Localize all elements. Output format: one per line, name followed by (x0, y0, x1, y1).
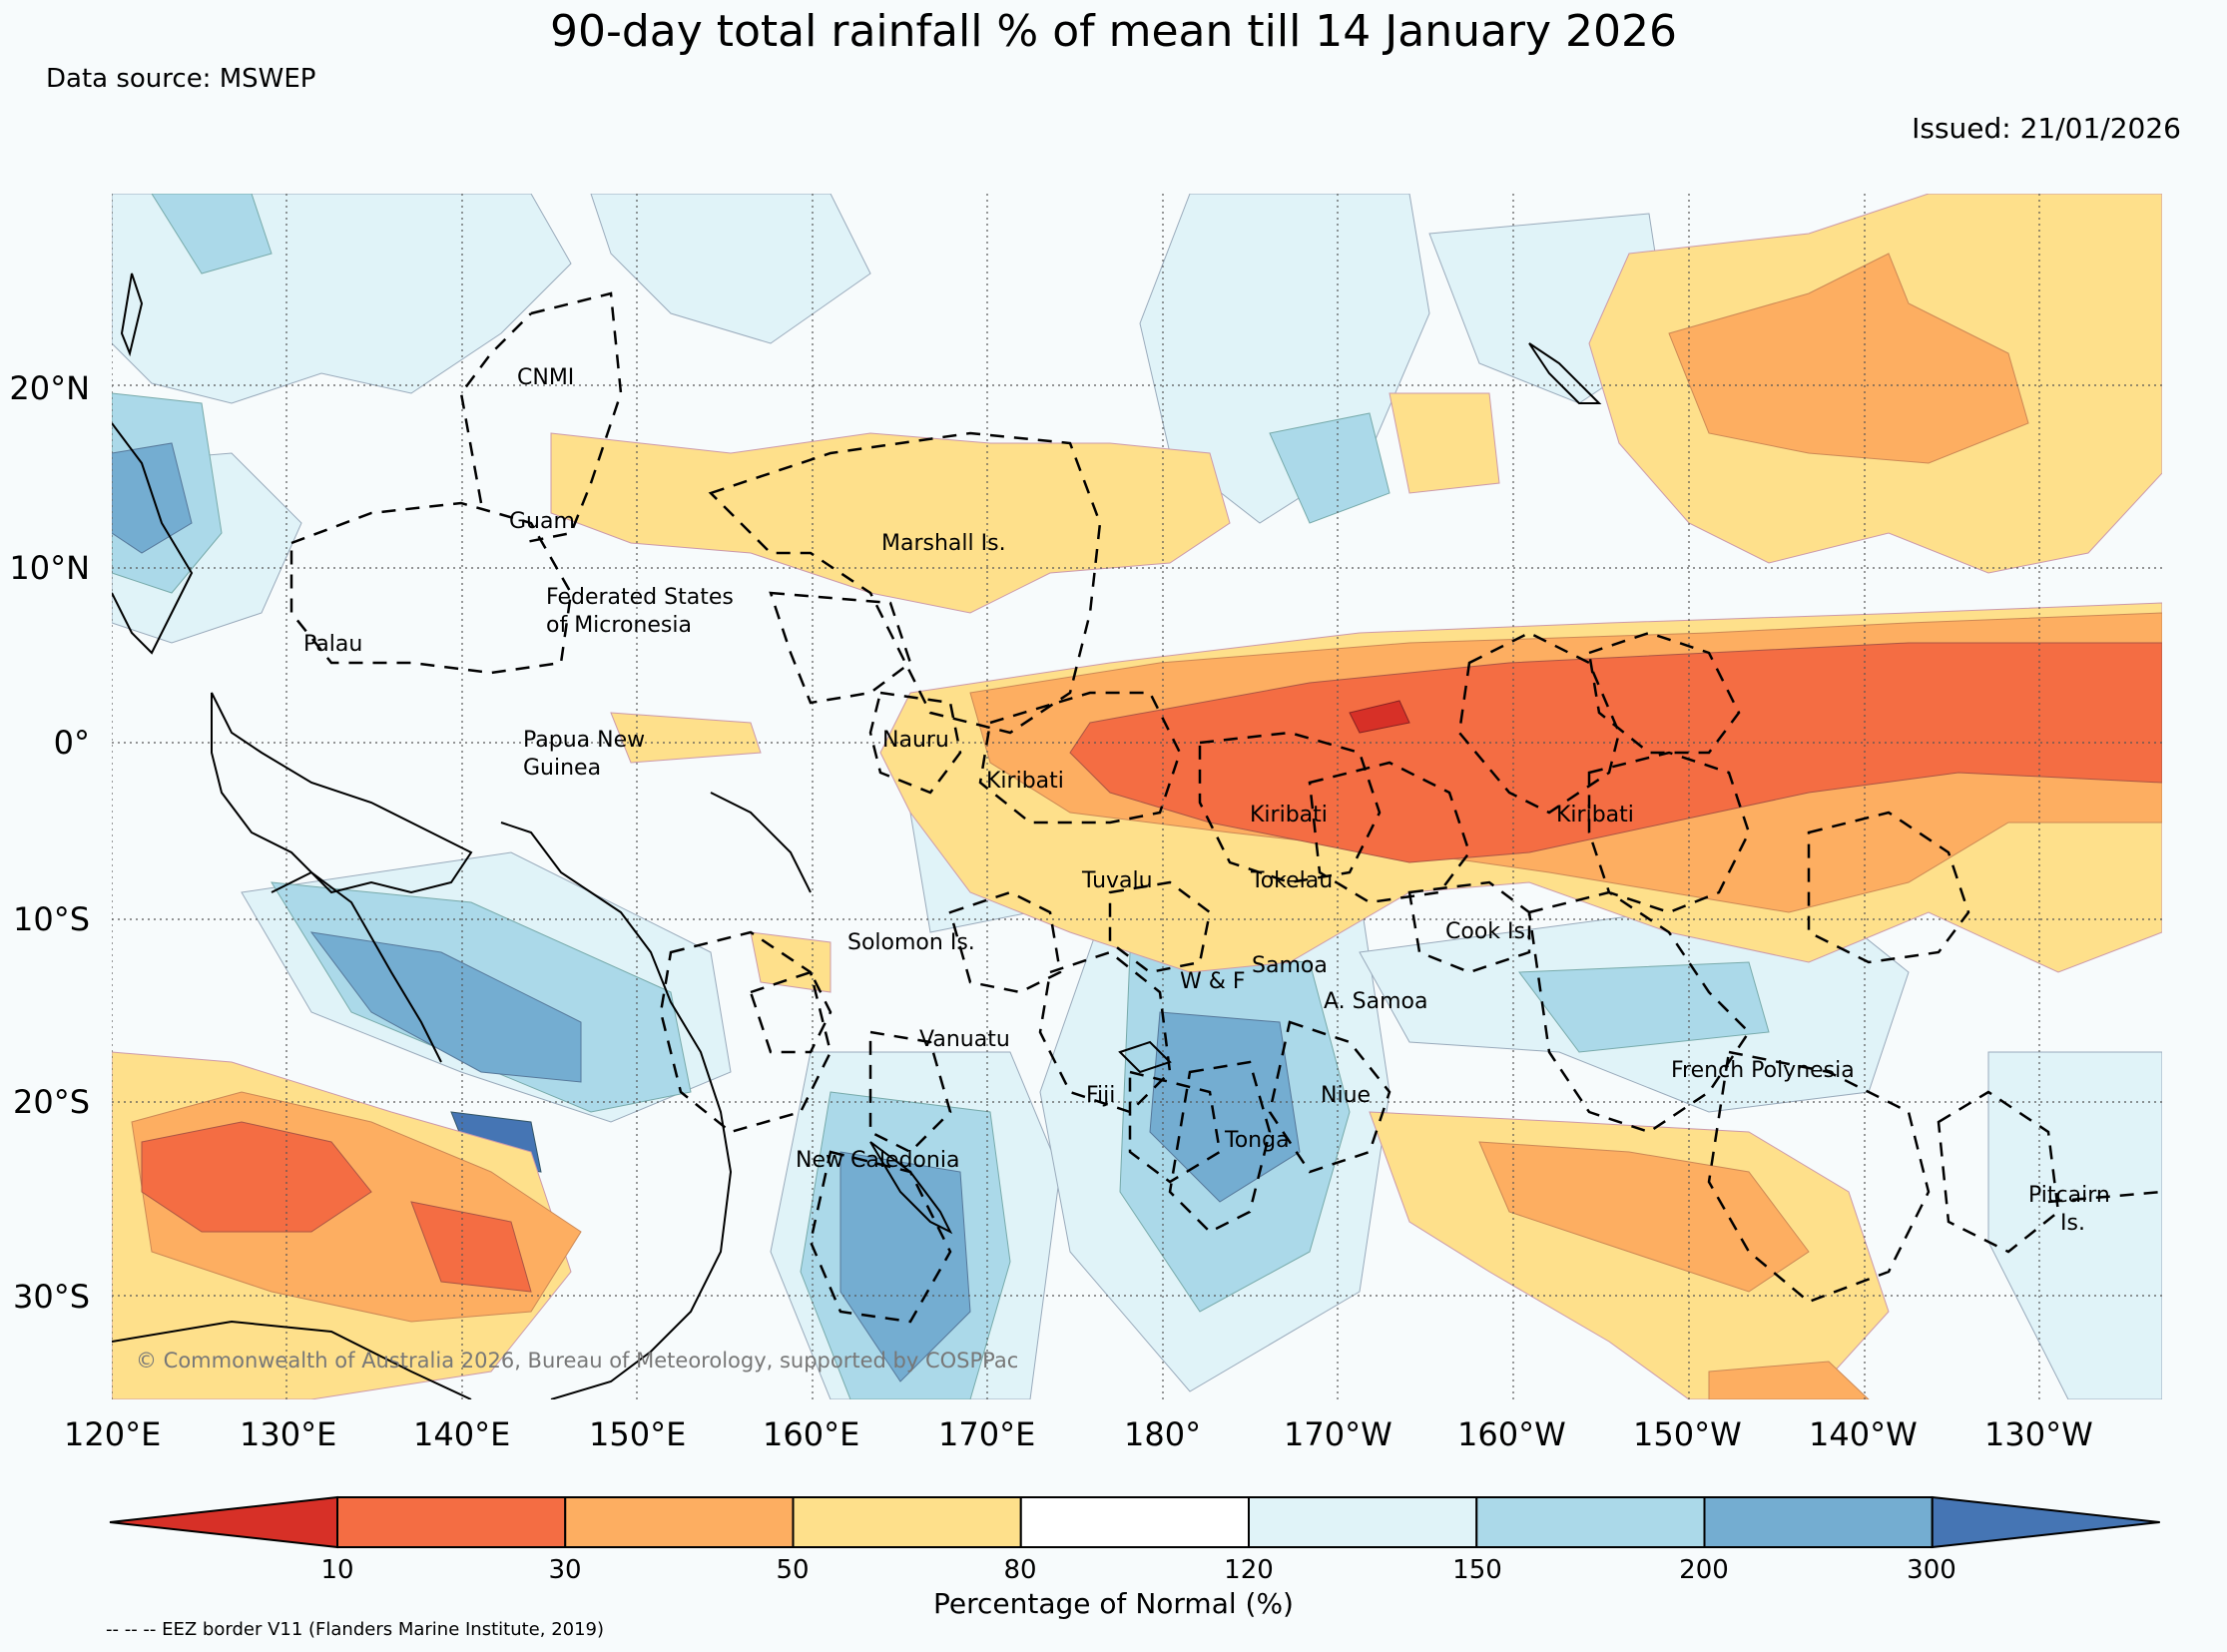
country-label-cook-is: Cook Is. (1445, 919, 1532, 944)
country-label-solomon-is: Solomon Is. (847, 930, 975, 955)
map-title: 90-day total rainfall % of mean till 14 … (549, 6, 1678, 57)
rainfall-field (112, 194, 2162, 1399)
country-label-kiribati-west: Kiribati (986, 769, 1064, 794)
country-label-png-line2: Guinea (523, 756, 602, 781)
lon-label-130e: 130°E (240, 1415, 337, 1453)
lat-label-10n: 10°N (9, 549, 90, 587)
country-label-kiribati-east: Kiribati (1556, 803, 1634, 827)
colorbar (109, 1495, 2160, 1549)
lat-label-0: 0° (53, 724, 90, 762)
colorbar-segment (1248, 1496, 1478, 1548)
lon-label-140w: 140°W (1809, 1415, 1918, 1453)
country-label-french-polynesia: French Polynesia (1671, 1058, 1855, 1083)
country-label-tokelau: Tokelau (1251, 868, 1334, 893)
colorbar-segment (792, 1496, 1022, 1548)
lon-label-150e: 150°E (589, 1415, 687, 1453)
lon-label-180: 180° (1124, 1415, 1202, 1453)
colorbar-segment (564, 1496, 795, 1548)
lat-label-20s: 20°S (12, 1083, 90, 1121)
colorbar-tick-120: 120 (1224, 1555, 1274, 1585)
country-label-png-line1: Papua New (523, 728, 646, 753)
colorbar-segment-under (109, 1495, 338, 1549)
country-label-kiribati-central: Kiribati (1250, 803, 1328, 827)
lon-label-140e: 140°E (413, 1415, 511, 1453)
lat-label-30s: 30°S (12, 1278, 90, 1316)
country-label-fsm-line2: of Micronesia (546, 613, 692, 638)
lon-label-160e: 160°E (763, 1415, 860, 1453)
colorbar-tick-80: 80 (1003, 1555, 1037, 1585)
country-label-cnmi: CNMI (517, 365, 575, 390)
colorbar-segment-over (1931, 1495, 2160, 1549)
rainfall-map: © Commonwealth of Australia 2026, Bureau… (112, 194, 2162, 1399)
colorbar-segment (336, 1496, 567, 1548)
country-label-american-samoa: A. Samoa (1324, 989, 1428, 1014)
eez-border-note: -- -- -- EEZ border V11 (Flanders Marine… (106, 1619, 605, 1640)
country-label-vanuatu: Vanuatu (919, 1027, 1010, 1052)
lat-label-20n: 20°N (9, 369, 90, 407)
lon-label-120e: 120°E (64, 1415, 162, 1453)
lat-label-10s: 10°S (12, 900, 90, 938)
colorbar-label: Percentage of Normal (%) (933, 1587, 1294, 1620)
lon-label-170e: 170°E (938, 1415, 1036, 1453)
country-label-wallis-futuna: W & F (1180, 969, 1246, 994)
country-label-fsm-line1: Federated States (546, 585, 734, 610)
country-label-palau: Palau (303, 632, 363, 657)
country-label-pitcairn-line2: Is. (2060, 1211, 2085, 1236)
colorbar-segment (1019, 1496, 1250, 1548)
lon-label-130w: 130°W (1984, 1415, 2093, 1453)
colorbar-tick-150: 150 (1452, 1555, 1502, 1585)
country-label-fiji: Fiji (1086, 1083, 1116, 1108)
country-label-niue: Niue (1321, 1083, 1372, 1108)
colorbar-segment (1475, 1496, 1706, 1548)
country-label-new-caledonia: New Caledonia (796, 1148, 960, 1173)
colorbar-tick-10: 10 (320, 1555, 354, 1585)
colorbar-tick-200: 200 (1679, 1555, 1729, 1585)
country-label-tuvalu: Tuvalu (1082, 868, 1153, 893)
country-label-pitcairn-line1: Pitcairn (2028, 1183, 2110, 1208)
lon-label-170w: 170°W (1284, 1415, 1392, 1453)
colorbar-segment (1703, 1496, 1934, 1548)
country-label-samoa: Samoa (1252, 953, 1328, 978)
country-label-marshall-is: Marshall Is. (881, 531, 1006, 556)
lon-label-160w: 160°W (1457, 1415, 1566, 1453)
colorbar-tick-50: 50 (776, 1555, 810, 1585)
issued-date: Issued: 21/01/2026 (1912, 112, 2181, 145)
country-label-tonga: Tonga (1225, 1128, 1290, 1153)
country-label-nauru: Nauru (882, 728, 949, 753)
data-source: Data source: MSWEP (46, 64, 316, 94)
colorbar-tick-30: 30 (548, 1555, 582, 1585)
colorbar-tick-300: 300 (1907, 1555, 1956, 1585)
lon-label-150w: 150°W (1633, 1415, 1742, 1453)
country-label-guam: Guam (509, 509, 575, 534)
copyright-notice: © Commonwealth of Australia 2026, Bureau… (136, 1349, 1019, 1373)
